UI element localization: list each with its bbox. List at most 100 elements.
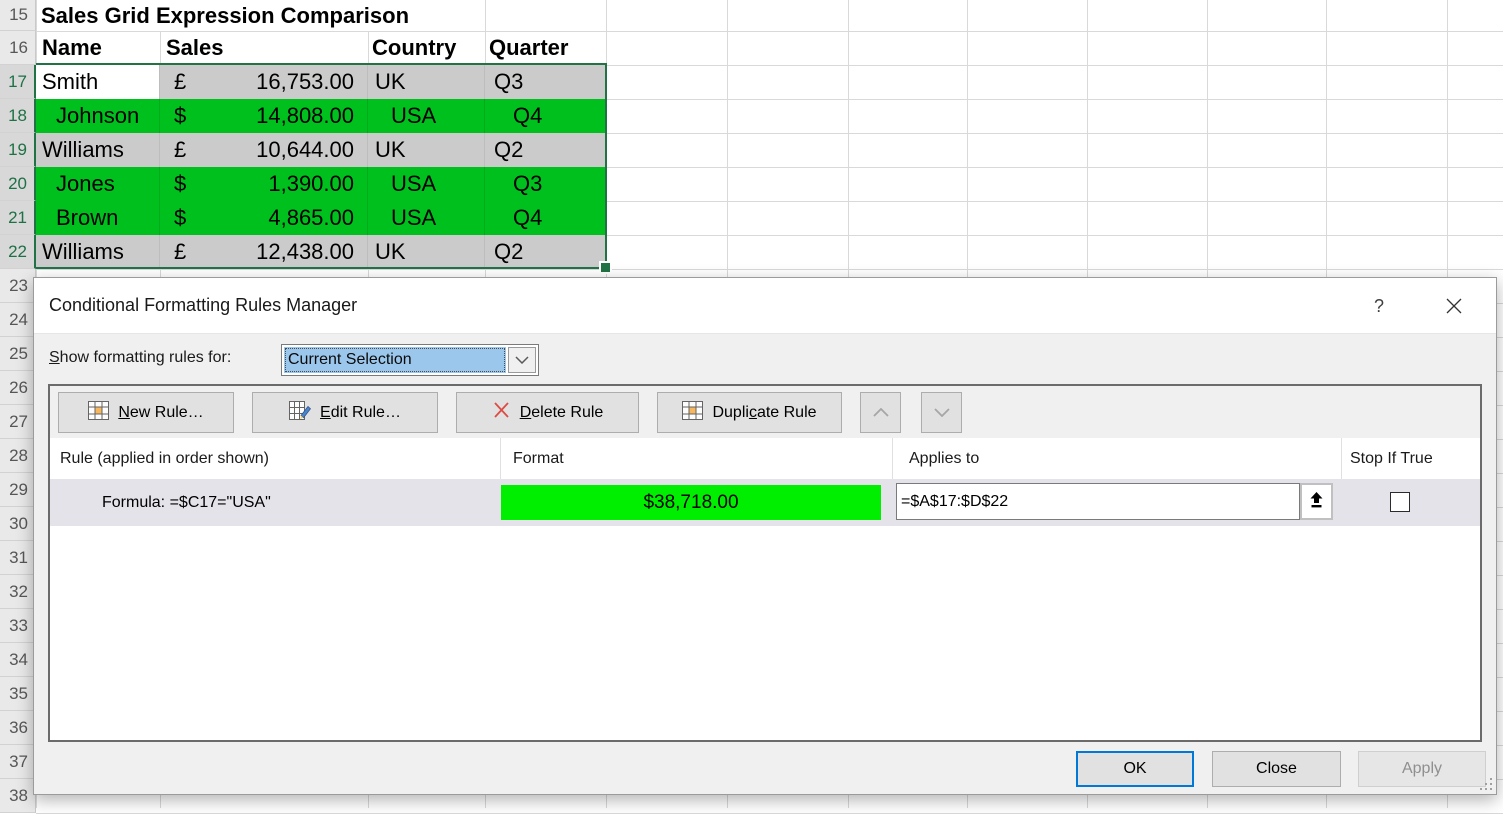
- row-header-37[interactable]: 37: [0, 745, 36, 779]
- help-button[interactable]: ?: [1373, 295, 1384, 316]
- row-header-24[interactable]: 24: [0, 303, 36, 337]
- collapse-dialog-button[interactable]: [1300, 483, 1333, 520]
- cell-country[interactable]: USA: [368, 201, 485, 235]
- header-separator: [892, 438, 893, 479]
- column-header-name[interactable]: Name: [42, 35, 102, 60]
- dialog-title: Conditional Formatting Rules Manager: [49, 295, 358, 315]
- currency-symbol: $: [174, 171, 187, 196]
- stop-if-true-checkbox[interactable]: [1390, 492, 1410, 512]
- chevron-up-icon: [872, 404, 889, 422]
- row-header-38[interactable]: 38: [0, 779, 36, 813]
- apply-button[interactable]: Apply: [1358, 751, 1486, 787]
- rules-toolbar: New Rule… Edit Rule… Delete Rule Duplica…: [50, 386, 1480, 438]
- edit-rule-button[interactable]: Edit Rule…: [252, 392, 438, 433]
- cell-country[interactable]: USA: [368, 167, 485, 201]
- cell-country[interactable]: UK: [368, 65, 485, 99]
- cell-quarter[interactable]: Q2: [485, 133, 606, 167]
- chevron-down-icon[interactable]: [508, 347, 536, 373]
- currency-symbol: £: [174, 69, 187, 94]
- applies-to-input[interactable]: [896, 483, 1300, 520]
- cell-quarter[interactable]: Q4: [485, 201, 606, 235]
- cell-name[interactable]: Johnson: [36, 99, 160, 133]
- row-header-17[interactable]: 17: [0, 65, 36, 99]
- row-header-15[interactable]: 15: [0, 0, 36, 31]
- amount: 16,753.00: [256, 69, 354, 94]
- column-header-sales[interactable]: Sales: [166, 35, 224, 60]
- table-row: Jones $ 1,390.00 USA Q3: [36, 167, 606, 201]
- cell-sales[interactable]: $ 1,390.00: [160, 167, 368, 201]
- conditional-formatting-rules-manager-dialog: Conditional Formatting Rules Manager ? S…: [33, 277, 1497, 795]
- column-header-quarter[interactable]: Quarter: [489, 35, 569, 60]
- amount: 14,808.00: [256, 103, 354, 128]
- red-x-icon: [492, 401, 511, 424]
- column-header-applies-to: Applies to: [909, 449, 980, 467]
- row-header-19[interactable]: 19: [0, 133, 36, 167]
- cell-quarter[interactable]: Q3: [485, 167, 606, 201]
- header-separator: [1341, 438, 1342, 479]
- cell-country[interactable]: UK: [368, 133, 485, 167]
- format-preview-swatch: $38,718.00: [501, 485, 881, 520]
- collapse-arrow-icon: [1308, 490, 1325, 514]
- row-header-22[interactable]: 22: [0, 235, 36, 269]
- row-header-23[interactable]: 23: [0, 269, 36, 303]
- cell-name[interactable]: Williams: [36, 133, 160, 167]
- row-header-18[interactable]: 18: [0, 99, 36, 133]
- fill-handle[interactable]: [599, 261, 612, 274]
- delete-rule-button[interactable]: Delete Rule: [456, 392, 639, 433]
- table-row: Williams £ 10,644.00 UK Q2: [36, 133, 606, 167]
- row-header-29[interactable]: 29: [0, 473, 36, 507]
- show-formatting-rules-label: Show formatting rules for:: [49, 349, 232, 366]
- row-header-30[interactable]: 30: [0, 507, 36, 541]
- show-rules-dropdown[interactable]: Current Selection: [281, 344, 539, 376]
- row-header-34[interactable]: 34: [0, 643, 36, 677]
- ok-button[interactable]: OK: [1076, 751, 1194, 787]
- cell-sales[interactable]: £ 12,438.00: [160, 235, 368, 269]
- duplicate-rule-button[interactable]: Duplicate Rule: [657, 392, 842, 433]
- row-header-20[interactable]: 20: [0, 167, 36, 201]
- cell-name[interactable]: Williams: [36, 235, 160, 269]
- table-row: Brown $ 4,865.00 USA Q4: [36, 201, 606, 235]
- row-header-33[interactable]: 33: [0, 609, 36, 643]
- amount: 4,865.00: [268, 205, 354, 230]
- table-row: Johnson $ 14,808.00 USA Q4: [36, 99, 606, 133]
- sheet-title-cell[interactable]: Sales Grid Expression Comparison: [37, 0, 414, 31]
- cell-quarter[interactable]: Q2: [485, 235, 606, 269]
- move-rule-down-button[interactable]: [921, 392, 962, 433]
- cell-name[interactable]: Smith: [36, 65, 160, 99]
- cell-country[interactable]: USA: [368, 99, 485, 133]
- cell-sales[interactable]: $ 4,865.00: [160, 201, 368, 235]
- row-header-strip: 15 16 17 18 19 20 21 22 23 24 25 26 27 28 29 30 31 32 33 34…: [0, 0, 36, 813]
- new-rule-button[interactable]: New Rule…: [58, 392, 234, 433]
- row-header-27[interactable]: 27: [0, 405, 36, 439]
- cell-sales[interactable]: £ 10,644.00: [160, 133, 368, 167]
- row-header-28[interactable]: 28: [0, 439, 36, 473]
- column-header-format: Format: [513, 449, 564, 467]
- close-icon[interactable]: [1439, 292, 1469, 320]
- row-header-16[interactable]: 16: [0, 31, 36, 65]
- currency-symbol: £: [174, 239, 187, 264]
- row-header-26[interactable]: 26: [0, 371, 36, 405]
- rule-row[interactable]: Formula: =$C17="USA" $38,718.00: [50, 479, 1480, 526]
- amount: 10,644.00: [256, 137, 354, 162]
- row-header-31[interactable]: 31: [0, 541, 36, 575]
- cell-country[interactable]: UK: [368, 235, 485, 269]
- rules-list: New Rule… Edit Rule… Delete Rule Duplica…: [48, 384, 1482, 742]
- cell-name[interactable]: Brown: [36, 201, 160, 235]
- grid-pencil-icon: [289, 400, 312, 425]
- row-header-25[interactable]: 25: [0, 337, 36, 371]
- cell-quarter[interactable]: Q4: [485, 99, 606, 133]
- column-header-rule: Rule (applied in order shown): [60, 449, 269, 467]
- resize-grip[interactable]: [1480, 778, 1492, 790]
- cell-name[interactable]: Jones: [36, 167, 160, 201]
- column-header-stop-if-true: Stop If True: [1350, 449, 1433, 467]
- row-header-21[interactable]: 21: [0, 201, 36, 235]
- row-header-36[interactable]: 36: [0, 711, 36, 745]
- cell-sales[interactable]: $ 14,808.00: [160, 99, 368, 133]
- column-header-country[interactable]: Country: [372, 35, 457, 60]
- row-header-32[interactable]: 32: [0, 575, 36, 609]
- row-header-35[interactable]: 35: [0, 677, 36, 711]
- cell-sales[interactable]: £ 16,753.00: [160, 65, 368, 99]
- close-button[interactable]: Close: [1212, 751, 1341, 787]
- move-rule-up-button[interactable]: [860, 392, 901, 433]
- cell-quarter[interactable]: Q3: [485, 65, 606, 99]
